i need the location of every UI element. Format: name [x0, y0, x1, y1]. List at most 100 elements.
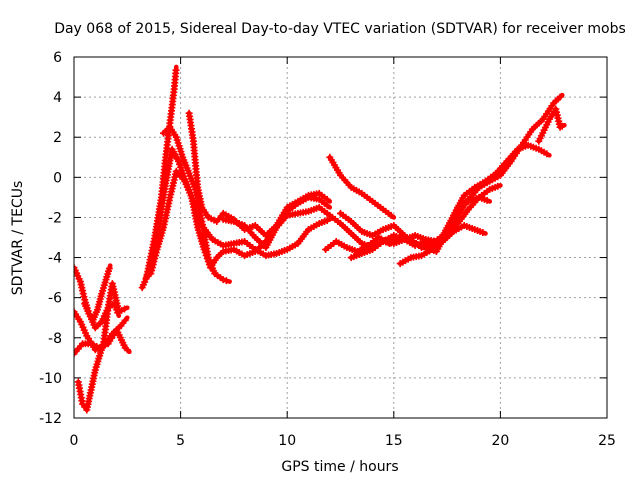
data-point-arc-6	[391, 233, 396, 238]
data-point-arc-3	[78, 279, 83, 284]
data-point-arc-15	[359, 251, 364, 256]
data-point-arc-10	[206, 215, 211, 220]
data-point-arc-4	[110, 281, 115, 286]
data-point-arc-6	[560, 92, 565, 98]
data-point-arc-15	[412, 233, 418, 238]
data-point-arc-17	[562, 123, 567, 128]
data-point-arc-6	[317, 205, 322, 210]
data-point-arc-6	[551, 100, 556, 106]
data-point-arc-16	[430, 247, 435, 252]
data-point-arc-14	[359, 229, 364, 234]
data-point-arc-15	[380, 239, 386, 244]
data-point-arc-14	[380, 227, 386, 232]
data-point-arc-8	[212, 271, 217, 276]
data-point-arc-1	[84, 333, 90, 338]
data-point-arc-2	[105, 341, 111, 346]
data-point-arc-14	[402, 233, 407, 238]
data-point-arc-11	[327, 205, 332, 210]
data-point-arc-17	[536, 139, 541, 144]
data-point-arc-3	[116, 313, 122, 318]
data-point-arc-13	[359, 191, 364, 196]
data-point-arc-14	[487, 199, 492, 204]
data-point-arc-13	[349, 185, 354, 190]
data-point-arc-12	[376, 235, 382, 240]
data-point-arc-15	[370, 247, 375, 252]
data-point-arc-6	[195, 225, 200, 230]
axis-tick-labels: 0 5 10 15 20 25 -12 -10 -8 -6 -4 -2 0 2 4 6	[39, 50, 616, 449]
data-point-arc-14	[423, 245, 428, 250]
data-point-arc-15	[476, 195, 482, 200]
data-point-arc-16	[462, 223, 467, 228]
data-point-arc-10	[317, 191, 322, 196]
data-point-arc-9	[148, 271, 153, 276]
data-point-arc-14	[349, 219, 354, 224]
data-point-arc-2	[114, 327, 119, 332]
data-point-arc-6	[338, 221, 343, 226]
data-point-arc-7	[159, 195, 164, 200]
data-point-arc-5	[86, 311, 92, 316]
data-point-arc-8	[161, 131, 166, 136]
data-point-arc-11	[295, 201, 301, 206]
data-point-arc-6	[214, 255, 219, 260]
x-axis-label: GPS time / hours	[281, 459, 398, 475]
data-point-arc-4	[125, 305, 130, 310]
data-point-arc-6	[306, 209, 311, 214]
data-point-arc-6	[498, 173, 503, 178]
data-point-arc-9	[285, 247, 290, 252]
data-point-arc-13	[391, 215, 396, 220]
data-point-arc-3	[93, 325, 98, 330]
data-point-arc-9	[174, 169, 179, 174]
data-point-arc-9	[210, 237, 215, 242]
data-point-arc-5	[108, 263, 113, 268]
data-point-arc-6	[359, 241, 364, 246]
data-point-arc-11	[253, 235, 258, 240]
data-point-arc-8	[180, 155, 185, 160]
x-tick-label: 10	[278, 433, 296, 449]
data-point-arc-4	[93, 367, 98, 373]
data-point-arc-1	[125, 315, 130, 320]
data-point-arc-13	[370, 199, 375, 204]
y-axis-label: SDTVAR / TECUs	[10, 181, 26, 296]
x-tick-label: 20	[491, 433, 509, 449]
data-point-arc-10	[186, 111, 192, 116]
data-point-arc-9	[327, 217, 332, 222]
y-tick-label: -10	[39, 371, 62, 387]
data-point-arc-4	[80, 401, 85, 407]
data-point-arc-9	[231, 241, 237, 246]
data-point-arc-11	[242, 223, 247, 228]
data-point-arc-12	[366, 243, 371, 248]
x-tick-label: 5	[176, 433, 185, 449]
data-point-arc-4	[105, 305, 111, 310]
y-tick-label: -6	[48, 291, 62, 307]
y-tick-label: 2	[53, 130, 62, 146]
data-point-arc-11	[317, 197, 322, 202]
data-point-arc-2	[80, 341, 85, 346]
x-tick-label: 15	[385, 433, 403, 449]
data-point-arc-15	[498, 183, 503, 188]
data-point-arc-6	[327, 213, 332, 218]
x-tick-label: 25	[598, 433, 616, 449]
data-point-arc-5	[103, 277, 109, 282]
data-point-arc-6	[349, 231, 354, 236]
data-point-arc-1	[118, 323, 124, 328]
data-point-arc-12	[483, 179, 488, 184]
data-point-arc-11	[221, 217, 226, 222]
data-point-arc-8	[221, 277, 226, 282]
y-tick-label: -2	[48, 210, 62, 226]
x-tick-label: 0	[70, 433, 79, 449]
data-point-arc-6	[231, 247, 237, 252]
data-point-arc-12	[462, 193, 467, 198]
data-point-arc-3	[82, 297, 87, 302]
y-tick-label: 6	[53, 50, 62, 66]
data-point-arc-8	[206, 255, 211, 260]
data-point-arc-15	[402, 237, 407, 242]
data-point-arc-7	[163, 155, 168, 160]
data-point-arc-5	[99, 291, 104, 296]
data-point-arc-9	[154, 247, 160, 252]
data-point-arc-9	[182, 179, 188, 184]
data-point-arc-15	[391, 241, 396, 246]
data-point-arc-10	[191, 139, 196, 144]
data-point-arc-9	[253, 247, 258, 252]
data-point-arc-11	[263, 245, 269, 250]
data-point-arc-14	[455, 205, 460, 210]
